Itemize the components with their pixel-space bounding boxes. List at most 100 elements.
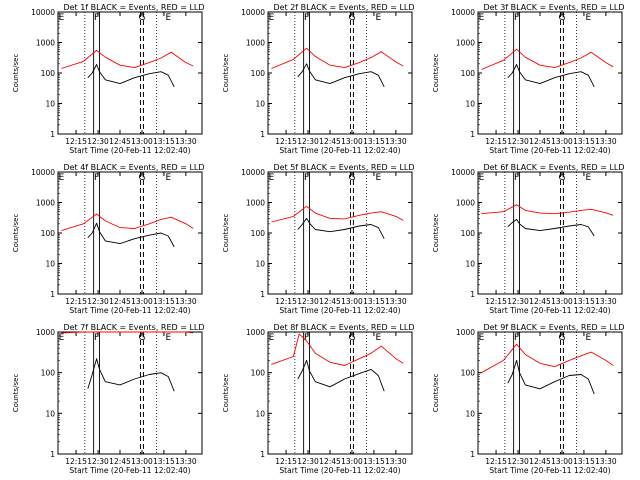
interval-marker-label: E [269, 13, 275, 23]
x-tick-label: 12:15 [485, 137, 507, 146]
detector-panel-8: Det 8f BLACK = Events, RED = LLD 1 10 100 10… [222, 323, 415, 475]
x-tick-label: 12:30 [87, 457, 109, 466]
plot-frame [267, 331, 413, 455]
y-axis-label: Counts/sec [432, 374, 440, 413]
panel-title: Det 8f BLACK = Events, RED = LLD [273, 323, 414, 332]
lld-series-line [481, 343, 614, 374]
y-axis-label: Counts/sec [222, 374, 230, 413]
x-tick-label: 12:15 [485, 457, 507, 466]
interval-marker-label: E [269, 333, 275, 343]
x-tick-label: 13:30 [175, 297, 197, 306]
y-tick-label: 100 [41, 69, 56, 78]
y-tick-label: 1000 [456, 39, 475, 48]
panel-title: Det 1f BLACK = Events, RED = LLD [63, 3, 204, 12]
interval-marker-label: F [304, 333, 309, 343]
lld-series-line [481, 204, 614, 216]
interval-marker-label: E [585, 333, 591, 343]
x-tick-label: 13:00 [341, 137, 363, 146]
x-axis-label: Start Time (20-Feb-11 12:02:40) [279, 306, 400, 315]
x-axis-label: Start Time (20-Feb-11 12:02:40) [69, 146, 190, 155]
interval-marker-label: E [375, 13, 381, 23]
y-tick-label: 1000 [36, 328, 55, 337]
events-series-line [507, 359, 595, 395]
y-tick-label: 100 [461, 69, 476, 78]
lld-series-line [61, 49, 194, 69]
detector-panel-9: Det 9f BLACK = Events, RED = LLD 1 10 100 10… [432, 323, 625, 475]
y-tick-label: 1000 [246, 199, 265, 208]
x-tick-label: 12:15 [275, 297, 297, 306]
y-tick-label: 10 [45, 409, 55, 418]
x-tick-label: 12:45 [319, 137, 341, 146]
interval-marker-label: G [138, 333, 145, 343]
y-tick-label: 10 [255, 409, 265, 418]
events-series-line [87, 358, 175, 392]
lld-series-line [271, 205, 404, 223]
y-tick-label: 1000 [456, 199, 475, 208]
y-axis-label: Counts/sec [432, 214, 440, 253]
interval-marker-label: G [348, 13, 355, 23]
x-tick-label: 12:30 [507, 457, 529, 466]
x-axis-label: Start Time (20-Feb-11 12:02:40) [489, 466, 610, 475]
panel-title: Det 3f BLACK = Events, RED = LLD [483, 3, 624, 12]
x-tick-label: 12:45 [529, 137, 551, 146]
x-tick-label: 12:30 [507, 137, 529, 146]
interval-marker-label: F [94, 173, 99, 183]
x-tick-label: 13:30 [385, 137, 407, 146]
x-axis-label: Start Time (20-Feb-11 12:02:40) [279, 146, 400, 155]
interval-marker-label: F [304, 13, 309, 23]
x-tick-label: 13:15 [573, 137, 595, 146]
interval-marker-label: G [138, 13, 145, 23]
x-tick-label: 12:45 [109, 137, 131, 146]
y-tick-label: 10 [465, 260, 475, 269]
x-tick-label: 13:30 [175, 137, 197, 146]
y-axis-label: Counts/sec [222, 214, 230, 253]
y-tick-label: 100 [461, 229, 476, 238]
y-tick-label: 100 [251, 369, 266, 378]
interval-marker-label: E [375, 333, 381, 343]
panel-title: Det 9f BLACK = Events, RED = LLD [483, 323, 624, 332]
events-series-line [87, 222, 175, 248]
interval-marker-label: E [479, 173, 485, 183]
lld-series-line [61, 331, 194, 334]
x-tick-label: 13:00 [341, 457, 363, 466]
panel-title: Det 2f BLACK = Events, RED = LLD [273, 3, 414, 12]
interval-marker-label: E [585, 13, 591, 23]
events-series-line [297, 217, 385, 239]
detector-panel-2: Det 2f BLACK = Events, RED = LLD 1 10 100 10… [222, 3, 415, 155]
interval-marker-label: E [59, 13, 65, 23]
x-tick-label: 12:30 [297, 297, 319, 306]
panel-title: Det 4f BLACK = Events, RED = LLD [63, 163, 204, 172]
lld-series-line [271, 47, 404, 69]
x-tick-label: 13:15 [573, 297, 595, 306]
interval-marker-label: E [59, 333, 65, 343]
plot-frame [477, 171, 623, 295]
interval-marker-label: G [138, 173, 145, 183]
interval-marker-label: G [348, 333, 355, 343]
y-tick-label: 1 [470, 130, 475, 139]
x-tick-label: 12:45 [319, 457, 341, 466]
x-tick-label: 13:30 [595, 137, 617, 146]
interval-marker-label: F [514, 333, 519, 343]
x-axis-label: Start Time (20-Feb-11 12:02:40) [69, 466, 190, 475]
x-tick-label: 13:00 [131, 297, 153, 306]
x-tick-label: 12:15 [65, 137, 87, 146]
detector-panel-5: Det 5f BLACK = Events, RED = LLD 1 10 100 10… [222, 163, 415, 315]
x-tick-label: 13:00 [551, 297, 573, 306]
events-series-line [87, 64, 175, 88]
plot-frame [267, 11, 413, 135]
y-tick-label: 100 [251, 229, 266, 238]
x-tick-label: 12:15 [65, 297, 87, 306]
interval-marker-label: F [304, 173, 309, 183]
events-series-line [297, 359, 385, 392]
interval-marker-label: E [585, 173, 591, 183]
interval-marker-label: F [94, 333, 99, 343]
interval-marker-label: F [514, 13, 519, 23]
y-tick-label: 10000 [241, 8, 265, 17]
x-tick-label: 12:15 [65, 457, 87, 466]
lld-series-line [271, 333, 404, 366]
x-tick-label: 13:00 [341, 297, 363, 306]
x-axis-label: Start Time (20-Feb-11 12:02:40) [489, 306, 610, 315]
panel-title: Det 5f BLACK = Events, RED = LLD [273, 163, 414, 172]
